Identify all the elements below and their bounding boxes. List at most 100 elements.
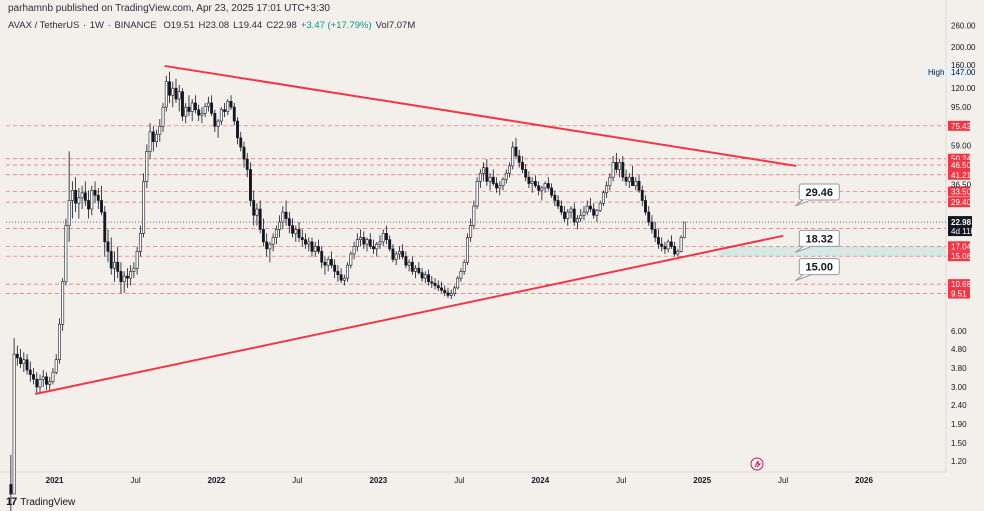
candle-body — [342, 277, 346, 281]
price-callout[interactable]: 15.00 — [794, 258, 840, 282]
candle-body — [657, 237, 660, 245]
price-tick-label: 3.80 — [951, 364, 967, 373]
callout-box — [798, 258, 840, 276]
time-axis[interactable]: 2021 Jul 2022 Jul 2023 Jul 2024 Jul 2025 Jul 2026 — [46, 476, 874, 485]
candle-body — [352, 246, 356, 255]
candle-body — [407, 261, 411, 266]
candle-body — [268, 243, 272, 250]
candle-body — [511, 146, 515, 167]
candle-body — [90, 190, 94, 210]
candle-body — [504, 172, 508, 180]
price-axis[interactable]: 75.4250.2446.5041.2133.5029.4021.2317.04… — [926, 22, 976, 467]
candle-body — [206, 102, 210, 107]
candle-body — [559, 205, 563, 213]
candle-body — [498, 185, 502, 189]
candle-body — [70, 190, 74, 201]
candle-body — [258, 208, 262, 230]
published-info: parhamnb published on TradingView.com, A… — [8, 3, 330, 14]
candle-body — [294, 229, 298, 234]
lower-trendline[interactable] — [34, 234, 784, 395]
candle-body — [637, 181, 641, 191]
candle-body — [404, 256, 408, 266]
candle-body — [203, 105, 207, 114]
level-label: 46.50 — [951, 161, 972, 170]
price-tick-label: 95.00 — [951, 103, 972, 112]
level-label: 10.68 — [951, 280, 972, 289]
candle-body — [627, 176, 631, 182]
candle-body — [232, 106, 236, 122]
level-label: 75.42 — [951, 122, 972, 131]
candle-body — [446, 292, 450, 296]
candle-body — [181, 91, 184, 117]
ohlc-high: H23.08 — [198, 20, 230, 31]
candle-body — [572, 208, 576, 223]
interval[interactable]: 1W — [89, 20, 104, 31]
candle-body — [482, 167, 486, 174]
chart-grid — [0, 0, 947, 473]
candle-body — [281, 211, 285, 223]
candle-body — [598, 202, 602, 211]
candle-body — [449, 293, 453, 296]
candle-body — [673, 246, 677, 255]
candle-body — [229, 101, 233, 108]
candle-body — [96, 194, 100, 201]
candle-body — [647, 211, 651, 223]
candle-body — [491, 176, 495, 184]
candle-body — [414, 267, 418, 272]
support-zone — [718, 246, 945, 257]
candle-body — [307, 241, 311, 245]
callout-pointer — [794, 199, 812, 207]
level-label: 50.24 — [951, 155, 972, 164]
candle-body — [245, 158, 249, 170]
candle-body — [41, 376, 45, 380]
symbol-info-bar: AVAX / TetherUS · 1W · BINANCE O19.51 H23… — [8, 20, 416, 31]
candle-body — [142, 181, 146, 234]
candle-body — [579, 214, 583, 219]
candle-body — [223, 109, 226, 112]
candle-body — [669, 241, 673, 247]
current-price-label: 22.98 — [951, 218, 972, 227]
candle-body — [236, 120, 239, 139]
price-callout[interactable]: 18.32 — [794, 229, 840, 253]
candle-body — [57, 324, 61, 361]
candle-body — [472, 205, 476, 226]
candle-body — [249, 169, 252, 201]
candle-body — [608, 176, 612, 187]
candle-body — [122, 275, 126, 283]
candle-body — [521, 162, 524, 170]
upper-trendline[interactable] — [164, 64, 797, 167]
candle-body — [74, 190, 78, 204]
candle-body — [287, 218, 291, 226]
ohlc-open: O19.51 — [163, 20, 195, 31]
price-callout[interactable]: 29.46 — [794, 183, 840, 207]
symbol-name[interactable]: AVAX / TetherUS — [8, 20, 80, 31]
level-label-bg — [948, 186, 970, 197]
ohlc-change: +3.47 (+17.79%) — [300, 20, 372, 31]
price-tick-label: 36.50 — [951, 181, 972, 190]
candle-body — [64, 225, 68, 283]
price-tick-label: 2.40 — [951, 401, 967, 410]
candle-body — [365, 239, 369, 245]
candle-body — [423, 274, 427, 279]
candle-body — [397, 251, 401, 255]
time-tick-label: 2024 — [531, 476, 549, 485]
candle-body — [252, 200, 256, 216]
candle-body — [517, 155, 521, 163]
candle-body — [381, 233, 385, 243]
candle-body — [349, 253, 353, 266]
candle-body — [436, 285, 440, 289]
high-marker-bg — [926, 66, 946, 77]
support-zone-layer — [718, 246, 945, 257]
candle-body — [284, 211, 288, 219]
candle-body — [440, 287, 443, 291]
tradingview-logo[interactable]: 17 TradingView — [6, 496, 75, 508]
candle-body — [135, 251, 139, 269]
candle-body — [420, 272, 424, 279]
candle-body — [546, 183, 550, 189]
candle-body — [106, 241, 110, 252]
candle-body — [216, 120, 220, 127]
candle-body — [255, 208, 259, 216]
candle-body — [25, 359, 29, 371]
candle-body — [660, 243, 664, 247]
